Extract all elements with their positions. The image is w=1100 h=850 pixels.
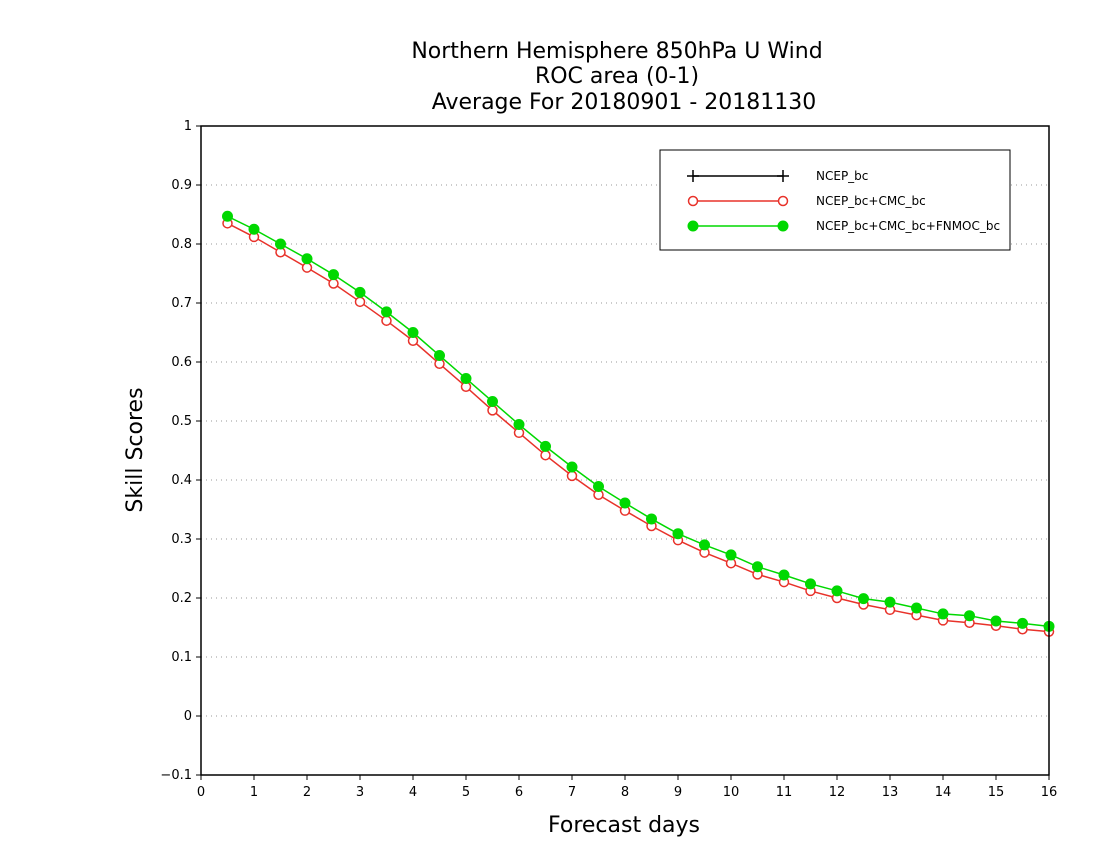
data-point xyxy=(540,440,551,452)
x-tick-label: 2 xyxy=(303,785,311,800)
series-2 xyxy=(222,210,1055,632)
x-tick-label: 9 xyxy=(674,785,682,800)
y-tick-label: −0.1 xyxy=(160,768,192,783)
data-point xyxy=(964,610,975,622)
data-point xyxy=(434,350,445,362)
x-tick-label: 7 xyxy=(568,785,576,800)
x-tick-label: 16 xyxy=(1041,785,1058,800)
data-point xyxy=(328,278,339,289)
data-point xyxy=(513,419,525,431)
legend-marker xyxy=(777,195,789,207)
gridlines xyxy=(201,184,1049,717)
y-tick-label: 1 xyxy=(184,119,192,134)
data-point xyxy=(911,602,922,614)
data-point xyxy=(699,539,710,551)
data-point xyxy=(487,405,498,416)
legend-label: NCEP_bc xyxy=(816,169,868,183)
y-tick-label: 0.3 xyxy=(171,532,192,547)
data-point xyxy=(990,615,1002,627)
y-tick-label: 0.4 xyxy=(171,473,192,488)
x-tick-label: 11 xyxy=(776,785,793,800)
data-point xyxy=(354,296,366,308)
data-point xyxy=(725,549,737,561)
data-point xyxy=(540,449,551,461)
y-axis-label: Skill Scores xyxy=(123,387,148,512)
data-point xyxy=(381,306,392,318)
x-tick-label: 1 xyxy=(250,785,258,800)
data-point xyxy=(460,373,472,385)
y-tick-label: 0.8 xyxy=(171,237,192,252)
x-tick-label: 5 xyxy=(462,785,470,800)
x-tick-label: 14 xyxy=(935,785,952,800)
title-line-2: ROC area (0-1) xyxy=(535,64,699,89)
axis-ticks: −0.100.10.20.30.40.50.60.70.80.910 1 2 3 4 5 6… xyxy=(160,119,1057,800)
data-point xyxy=(381,315,392,326)
x-tick-label: 6 xyxy=(515,785,523,800)
legend-item: NCEP_bc xyxy=(687,169,868,183)
data-point xyxy=(275,238,286,250)
x-tick-label: 13 xyxy=(882,785,899,800)
legend-marker xyxy=(687,220,699,232)
data-point xyxy=(1017,617,1028,629)
x-axis-label: Forecast days xyxy=(548,813,700,838)
series-line xyxy=(227,215,1050,628)
y-tick-label: 0.5 xyxy=(171,414,192,429)
y-tick-label: 0.1 xyxy=(171,650,192,665)
data-point xyxy=(752,561,763,573)
chart-title: Northern Hemisphere 850hPa U Wind ROC ar… xyxy=(411,39,822,115)
title-line-3: Average For 20180901 - 20181130 xyxy=(432,90,817,115)
title-line-1: Northern Hemisphere 850hPa U Wind xyxy=(411,39,822,64)
legend-item: NCEP_bc+CMC_bc xyxy=(687,194,926,208)
series-1 xyxy=(222,218,1055,637)
x-tick-label: 4 xyxy=(409,785,417,800)
x-tick-label: 3 xyxy=(356,785,364,800)
data-point xyxy=(328,269,339,281)
plot-frame xyxy=(200,125,1050,776)
data-point xyxy=(248,223,260,235)
legend-marker xyxy=(687,195,699,207)
x-tick-label: 10 xyxy=(723,785,740,800)
data-point xyxy=(407,327,419,338)
data-point xyxy=(593,480,604,492)
data-point xyxy=(646,513,657,525)
legend: NCEP_bc NCEP_bc+CMC_bc NCEP_bc+CMC_bc+FNMO… xyxy=(659,149,1011,251)
legend-marker xyxy=(777,170,789,182)
data-point xyxy=(566,461,578,473)
data-point xyxy=(301,262,313,273)
data-point xyxy=(566,470,578,482)
y-tick-label: 0.2 xyxy=(171,591,192,606)
y-tick-label: 0.9 xyxy=(171,178,192,193)
data-point xyxy=(222,210,233,222)
data-point xyxy=(672,528,684,540)
legend-marker xyxy=(687,170,699,182)
legend-label: NCEP_bc+CMC_bc+FNMOC_bc xyxy=(816,219,1000,233)
x-tick-label: 12 xyxy=(829,785,846,800)
x-tick-label: 8 xyxy=(621,785,629,800)
legend-item: NCEP_bc+CMC_bc+FNMOC_bc xyxy=(687,219,1000,233)
y-tick-label: 0.6 xyxy=(171,355,192,370)
data-point xyxy=(619,497,631,509)
data-point xyxy=(778,569,790,581)
series-line xyxy=(227,222,1050,633)
data-point xyxy=(884,596,896,608)
data-point xyxy=(487,396,498,408)
data-point xyxy=(354,286,366,298)
data-point xyxy=(937,608,949,620)
y-tick-label: 0 xyxy=(184,709,192,724)
data-point xyxy=(805,578,816,590)
x-tick-label: 15 xyxy=(988,785,1005,800)
series-lines xyxy=(222,210,1055,637)
legend-marker xyxy=(777,220,789,232)
data-point xyxy=(831,585,843,597)
legend-box xyxy=(659,149,1011,251)
y-tick-label: 0.7 xyxy=(171,296,192,311)
data-point xyxy=(301,253,313,265)
data-point xyxy=(858,593,869,605)
legend-label: NCEP_bc+CMC_bc xyxy=(816,194,926,208)
x-tick-label: 0 xyxy=(197,785,205,800)
